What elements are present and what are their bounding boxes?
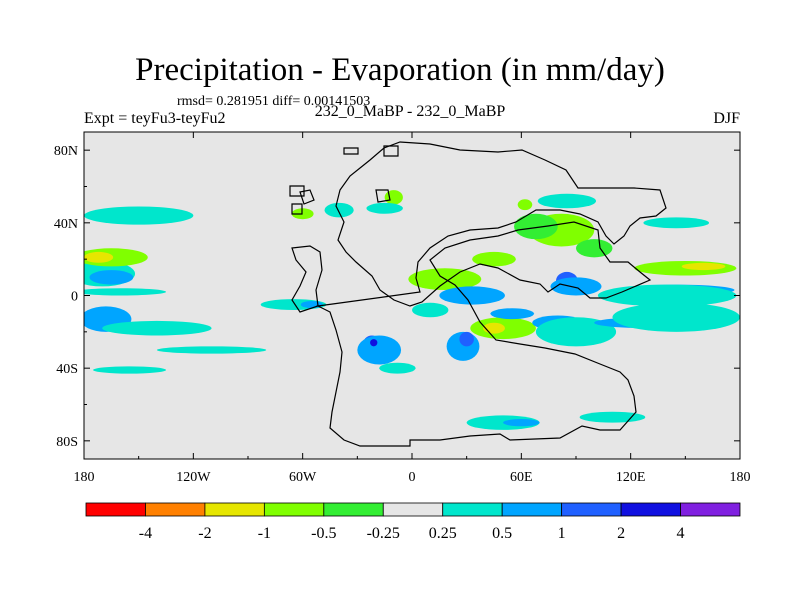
anomaly-region-africa-south-moist-2 [459,331,474,347]
colorbar-swatch [145,502,206,517]
anomaly-region-south-pacific-convergence-2 [612,302,740,332]
anomaly-region-central-asia-dry-2 [514,213,558,240]
anomaly-region-west-pacific-moist-2 [597,284,737,307]
island-outline-greenland [343,147,359,155]
anomaly-region-south-pacific-band-2 [93,366,166,374]
continent-outline-south-america [315,141,667,447]
x-axis: 180 120W 60W 0 60E 120E 180 [74,132,751,485]
colorbar-swatch [323,502,384,517]
colorbar-swatch [85,502,146,517]
anomaly-region-southern-ocean-band-2 [503,419,540,427]
anomaly-region-africa-north-dry [472,251,516,267]
anomaly-region-north-atlantic-storm [324,202,354,218]
x-tick-label: 180 [74,470,95,485]
anomaly-region-north-atlantic-moist [366,202,403,214]
anomaly-region-subtropical-pacific-band [84,288,166,296]
anomaly-region-north-pacific-east-band [643,217,710,229]
anomaly-region-north-pacific-dry-band-core [84,251,114,263]
colorbar-label: -0.5 [311,525,336,542]
y-tick-label: 40S [56,362,78,377]
y-tick-label: 0 [71,290,78,305]
anomaly-region-south-america-east-2 [357,335,402,365]
colorbar-swatch [501,502,563,517]
anomaly-region-east-africa-dry-core [483,322,505,334]
anomaly-region-north-asia-dry [517,199,533,211]
anomaly-region-west-pacific-dry-core [681,262,726,271]
x-tick-label: 0 [409,470,416,485]
y-tick-label: 80N [54,144,78,159]
stats-line: rmsd= 0.281951 diff= 0.00141503 [177,94,371,109]
colorbar-label: 4 [677,525,685,542]
colorbar-label: -4 [139,525,152,542]
y-tick-label: 40N [54,217,78,232]
island-outline-arctic [383,145,399,157]
colorbar-swatch [620,502,681,517]
x-tick-label: 120W [176,470,211,485]
island-outline-north-america-fragment-2 [291,203,303,215]
season-label: DJF [713,110,740,127]
anomaly-region-indian-ocean-moist-2 [535,317,617,347]
anomaly-region-indian-ocean-band [490,308,535,320]
colorbar-label: -1 [258,525,271,542]
x-tick-label: 120E [616,470,646,485]
y-axis: 80N 40N 0 40S 80S [54,144,740,450]
colorbar-swatch [561,502,622,517]
island-outline-north-america-fragment [289,185,305,197]
colorbar-swatch [204,502,265,517]
colorbar: -4 -2 -1 -0.5 -0.25 0.25 0.5 1 2 4 [85,502,741,542]
anomaly-region-north-america-dry [291,208,314,220]
x-tick-label: 180 [730,470,751,485]
y-tick-label: 80S [56,435,78,450]
colorbar-label: 2 [617,525,625,542]
anomaly-region-asia-north-moist [537,193,597,209]
colorbar-swatch [263,502,325,517]
continent-outline-americas [291,245,323,313]
continent-outlines [289,141,667,447]
colorbar-label: 0.5 [492,525,512,542]
anomaly-region-north-atlantic-dry [384,190,403,205]
colorbar-swatch [382,502,444,517]
colorbar-label: -0.25 [367,525,400,542]
anomaly-region-south-pacific-band [156,346,267,354]
anomaly-region-maritime-continent-moist-2 [550,277,602,296]
anomaly-region-tropical-pacific-moist-2 [102,320,212,336]
anomaly-region-south-america-east-3 [370,339,378,347]
anomaly-region-north-pacific-storm [84,206,194,225]
colorbar-label: 0.25 [429,525,457,542]
anomaly-layer [84,190,740,430]
chart-subtitle: 232_0_MaBP - 232_0_MaBP [314,103,506,120]
x-tick-label: 60W [289,470,317,485]
colorbar-label: -2 [198,525,211,542]
x-tick-label: 60E [510,470,533,485]
island-outline-uk [375,189,391,203]
chart-title: Precipitation - Evaporation (in mm/day) [135,52,665,88]
anomaly-region-north-pacific-moist-band-2 [89,270,134,285]
island-outline-pacific-coast [299,189,315,205]
anomaly-region-asia-east-dry [576,239,613,258]
experiment-label: Expt = teyFu3-teyFu2 [84,110,226,127]
anomaly-region-equatorial-africa-moist [439,286,505,305]
anomaly-region-africa-southwest-moist [412,302,449,318]
colorbar-swatch [442,502,503,517]
colorbar-swatch [680,502,741,517]
anomaly-region-south-atlantic-band [379,362,416,374]
colorbar-label: 1 [558,525,566,542]
